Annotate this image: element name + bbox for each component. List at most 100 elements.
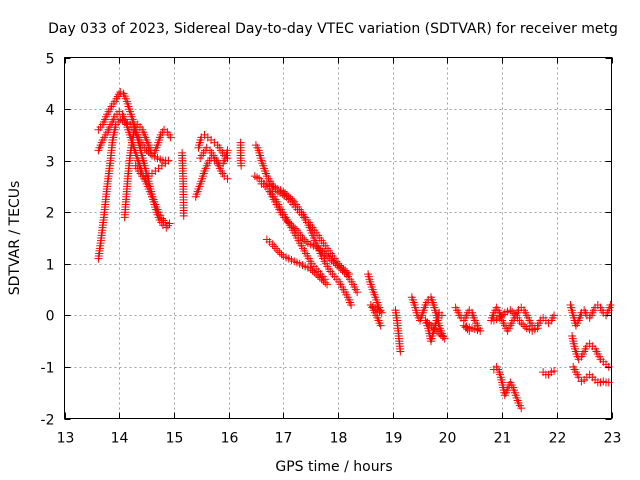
data-point xyxy=(340,268,349,277)
data-point xyxy=(459,321,468,330)
data-point xyxy=(302,237,311,246)
data-point xyxy=(327,256,336,265)
data-point xyxy=(319,276,328,285)
data-point xyxy=(517,404,526,413)
y-tick-label: 4 xyxy=(46,103,55,119)
data-point xyxy=(285,219,294,228)
data-point xyxy=(289,222,298,231)
data-point xyxy=(279,187,288,196)
data-point xyxy=(517,319,526,328)
data-point xyxy=(323,252,332,261)
data-point xyxy=(315,273,324,282)
data-point xyxy=(159,216,168,225)
data-point xyxy=(440,334,449,343)
x-tick-label: 21 xyxy=(494,431,512,447)
data-point xyxy=(287,221,296,230)
series-arc-p xyxy=(407,293,449,346)
data-point xyxy=(314,244,323,253)
series-arc-h xyxy=(196,143,232,170)
data-point xyxy=(312,270,321,279)
series-arc-x xyxy=(569,362,613,387)
data-point xyxy=(396,347,405,356)
series-arc-j xyxy=(250,172,329,284)
data-point xyxy=(497,312,506,321)
series-arc-l xyxy=(265,187,362,297)
series-arc-d xyxy=(120,120,175,222)
data-point xyxy=(179,211,188,220)
x-tick-label: 13 xyxy=(57,431,75,447)
series-arc-e xyxy=(131,159,170,183)
data-point xyxy=(298,234,307,242)
x-tick-label: 23 xyxy=(604,431,622,447)
data-point xyxy=(157,214,166,223)
data-point xyxy=(282,215,291,224)
y-tick-label: 5 xyxy=(46,52,55,68)
data-point xyxy=(237,161,246,170)
data-point xyxy=(277,250,286,259)
data-point xyxy=(320,249,329,258)
series-arc-n xyxy=(364,270,386,330)
data-point xyxy=(275,248,284,257)
series-arc-w xyxy=(568,331,613,371)
series-isolated-1 xyxy=(178,148,188,220)
data-point xyxy=(161,218,170,227)
data-point xyxy=(495,313,504,322)
x-axis-ticks: 13 14 15 16 17 18 19 20 21 22 23 xyxy=(57,57,622,447)
data-point xyxy=(338,266,347,275)
data-point xyxy=(318,247,327,256)
data-point xyxy=(310,268,319,277)
y-axis-ticks: -2 -1 0 1 2 3 4 5 xyxy=(41,52,612,429)
x-tick-label: 19 xyxy=(385,431,403,447)
data-point xyxy=(533,324,542,333)
data-point xyxy=(166,133,175,142)
y-axis-label: SDTVAR / TECUs xyxy=(7,181,23,296)
data-point xyxy=(436,330,445,339)
chart-title: Day 033 of 2023, Sidereal Day-to-day VTE… xyxy=(48,21,618,37)
data-point xyxy=(325,254,334,263)
x-tick-label: 14 xyxy=(111,431,129,447)
data-point xyxy=(334,263,343,272)
data-point xyxy=(437,311,446,320)
y-tick-label: 1 xyxy=(46,258,55,274)
data-point xyxy=(463,325,472,334)
series-isolated-2 xyxy=(236,138,246,170)
data-point xyxy=(161,159,170,168)
y-tick-label: 3 xyxy=(46,155,55,171)
data-point xyxy=(306,264,315,273)
data-point xyxy=(223,146,232,155)
data-point xyxy=(519,320,528,329)
data-point xyxy=(284,192,293,201)
data-point xyxy=(313,271,322,280)
data-point xyxy=(281,189,290,198)
data-point xyxy=(288,196,297,205)
data-point xyxy=(308,266,317,275)
data-point xyxy=(461,323,470,332)
data-point xyxy=(253,173,262,182)
data-markers xyxy=(94,88,615,413)
series-arc-o xyxy=(391,306,405,356)
data-point xyxy=(223,174,232,183)
data-point xyxy=(376,321,385,330)
data-point xyxy=(116,88,125,97)
y-tick-label: -1 xyxy=(41,361,55,377)
data-point xyxy=(300,235,309,244)
data-point xyxy=(508,307,517,316)
data-point xyxy=(333,261,342,270)
series-arc-s xyxy=(489,306,542,335)
y-tick-label: -2 xyxy=(41,413,55,429)
x-tick-label: 20 xyxy=(439,431,457,447)
data-point xyxy=(438,332,447,341)
data-point xyxy=(509,309,518,318)
series-arc-i xyxy=(251,141,356,310)
series-arc-u xyxy=(539,367,559,379)
data-point xyxy=(291,224,300,233)
data-point xyxy=(286,194,295,203)
series-arc-t xyxy=(489,362,526,413)
series-arc-q xyxy=(451,303,485,335)
data-point xyxy=(322,251,331,260)
data-point xyxy=(283,217,292,226)
x-tick-label: 16 xyxy=(221,431,239,447)
data-point xyxy=(353,288,362,297)
y-tick-label: 0 xyxy=(46,309,55,325)
